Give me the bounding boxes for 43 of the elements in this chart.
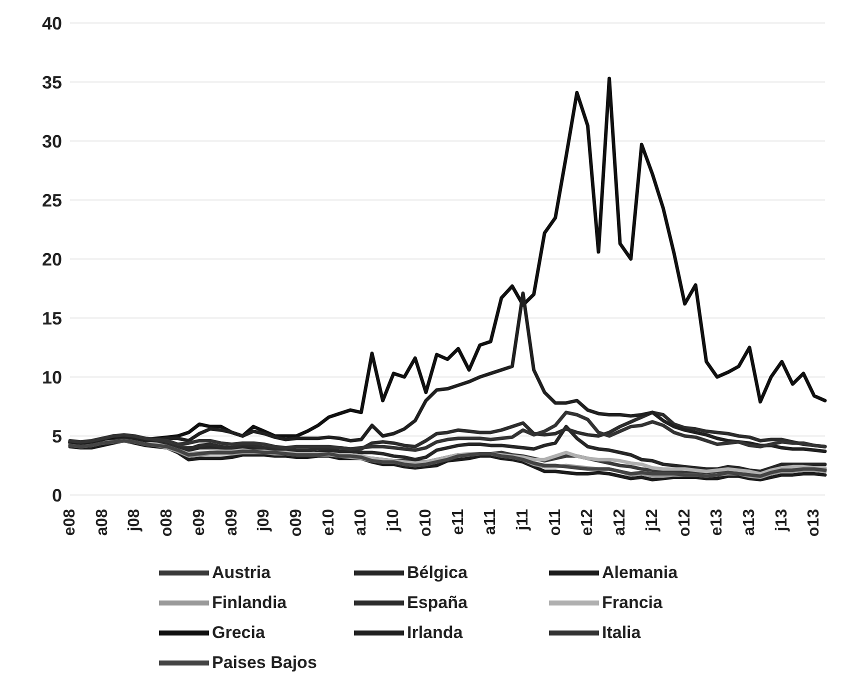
x-tick-label: j10 <box>385 508 402 532</box>
x-tick-label: e13 <box>708 508 726 536</box>
x-tick-label: e10 <box>320 508 338 536</box>
y-tick-label: 30 <box>42 131 62 152</box>
x-tick-label: a12 <box>612 508 629 536</box>
legend-label: Finlandia <box>212 593 287 613</box>
x-tick-label: e09 <box>190 508 208 536</box>
x-tick-label: a08 <box>94 508 111 536</box>
legend-label: Irlanda <box>407 623 463 643</box>
x-tick-label: e12 <box>579 508 596 536</box>
x-tick-label: o10 <box>417 508 434 537</box>
y-tick-label: 35 <box>42 72 62 92</box>
x-tick-label: j11 <box>514 508 532 532</box>
legend-label: Italia <box>602 623 641 643</box>
y-tick-label: 25 <box>42 190 62 210</box>
legend-label: Grecia <box>212 623 265 643</box>
x-tick-label: e11 <box>450 508 467 535</box>
y-tick-label: 10 <box>42 367 62 388</box>
x-tick-label: a11 <box>482 508 500 535</box>
legend-label: Alemania <box>602 563 678 583</box>
x-tick-label: j09 <box>256 508 273 532</box>
y-tick-label: 20 <box>42 249 62 270</box>
x-tick-label: o08 <box>158 508 176 537</box>
legend-label: Austria <box>212 563 271 583</box>
y-tick-label: 5 <box>52 426 62 446</box>
legend-label: Francia <box>602 593 662 613</box>
x-tick-label: j12 <box>644 508 661 532</box>
x-tick-label: o11 <box>546 508 564 536</box>
x-tick-label: o09 <box>288 508 305 537</box>
x-tick-label: e08 <box>62 508 78 536</box>
y-tick-label: 0 <box>52 485 62 506</box>
legend-label: Paises Bajos <box>212 653 317 673</box>
x-tick-label: j13 <box>773 508 790 532</box>
x-tick-label: a09 <box>223 508 240 536</box>
y-tick-label: 40 <box>42 13 62 34</box>
legend-label: España <box>407 593 468 613</box>
x-tick-label: a10 <box>352 508 370 536</box>
x-tick-label: a13 <box>741 508 758 536</box>
x-tick-label: o12 <box>676 508 694 537</box>
legend-label: Bélgica <box>407 563 468 583</box>
x-tick-label: j08 <box>126 508 144 532</box>
y-tick-label: 15 <box>42 308 62 328</box>
x-tick-label: o13 <box>806 508 823 537</box>
